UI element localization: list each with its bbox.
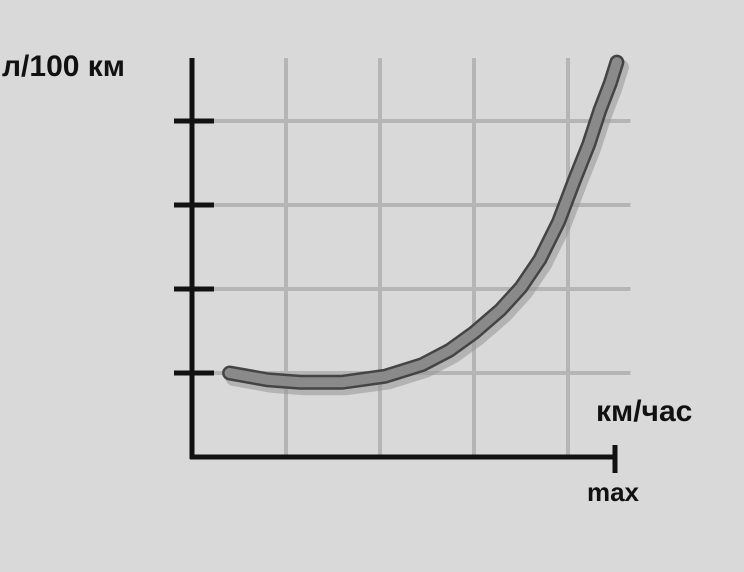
x-axis-label: км/час bbox=[596, 395, 692, 428]
x-tick-label: max bbox=[587, 477, 640, 507]
y-axis-label: л/100 км bbox=[2, 50, 125, 83]
line bbox=[224, 57, 622, 388]
